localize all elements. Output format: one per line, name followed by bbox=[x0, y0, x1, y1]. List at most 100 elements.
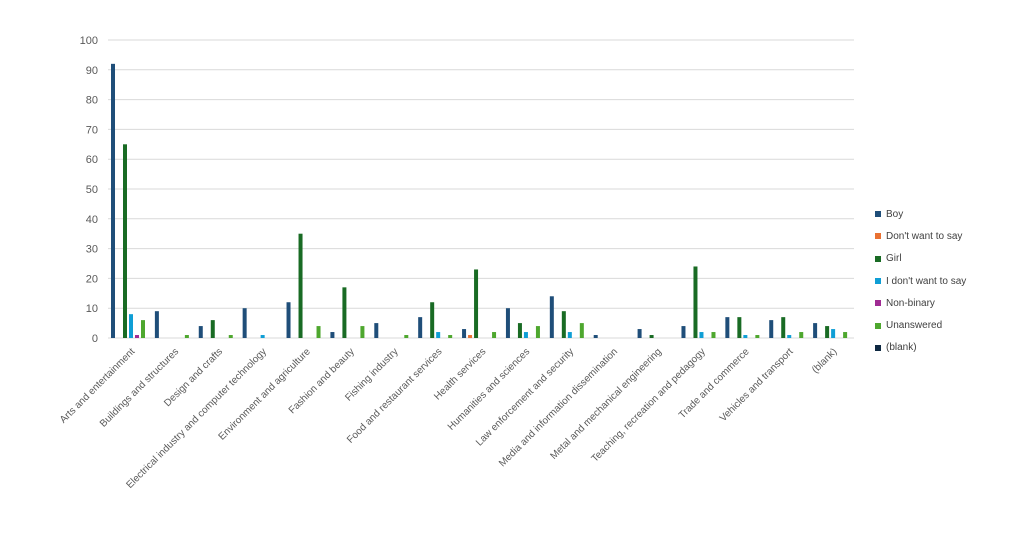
y-tick-label: 70 bbox=[86, 124, 98, 136]
legend-swatch bbox=[875, 322, 881, 329]
bar bbox=[535, 326, 540, 338]
bar bbox=[831, 329, 836, 338]
bar bbox=[523, 332, 528, 338]
bar bbox=[567, 332, 572, 338]
legend-item: Unanswered bbox=[875, 314, 1015, 336]
bars bbox=[111, 63, 848, 339]
bar bbox=[342, 287, 347, 338]
bar bbox=[505, 308, 510, 338]
bar bbox=[549, 296, 554, 338]
bar bbox=[781, 317, 786, 338]
bar bbox=[517, 323, 522, 338]
bar bbox=[154, 311, 159, 338]
bar bbox=[492, 332, 497, 338]
legend-swatch bbox=[875, 233, 881, 240]
bar bbox=[474, 269, 479, 338]
legend-item: (blank) bbox=[875, 337, 1015, 359]
y-tick-label: 90 bbox=[86, 65, 98, 77]
legend-swatch bbox=[875, 278, 881, 285]
x-category-label: Buildings and structures bbox=[98, 346, 181, 429]
legend-label: I don't want to say bbox=[886, 275, 967, 287]
bar bbox=[430, 302, 435, 338]
bar bbox=[468, 335, 473, 338]
bar bbox=[649, 335, 654, 338]
bar bbox=[418, 317, 423, 338]
legend: Boy Don't want to say Girl I don't want to … bbox=[875, 203, 1015, 359]
legend-label: Non-binary bbox=[886, 297, 935, 309]
bar bbox=[242, 308, 247, 338]
y-tick-label: 80 bbox=[86, 95, 98, 107]
y-tick-label: 60 bbox=[86, 154, 98, 166]
bar bbox=[737, 317, 742, 338]
y-tick-label: 40 bbox=[86, 214, 98, 226]
bar bbox=[184, 335, 189, 338]
bar bbox=[111, 63, 115, 339]
x-category-label: Food and restaurant services bbox=[345, 346, 444, 445]
bar bbox=[141, 320, 145, 338]
bar bbox=[228, 335, 233, 338]
legend-item: Non-binary bbox=[875, 292, 1015, 314]
bar bbox=[135, 335, 139, 338]
bar bbox=[825, 326, 830, 338]
bar bbox=[799, 332, 804, 338]
x-category-label: Environment and agriculture bbox=[217, 346, 314, 443]
bar bbox=[787, 335, 792, 338]
bar bbox=[843, 332, 848, 338]
bar bbox=[711, 332, 716, 338]
bar bbox=[561, 311, 566, 338]
grid-lines bbox=[108, 39, 854, 339]
bar bbox=[579, 323, 584, 338]
bar bbox=[260, 335, 265, 338]
y-tick-label: 100 bbox=[80, 35, 98, 47]
legend-label: Unanswered bbox=[886, 320, 943, 332]
y-axis-ticks: 0 10 20 30 40 50 60 70 80 90 100 bbox=[80, 35, 98, 345]
x-category-label: Humanities and sciences bbox=[446, 346, 532, 432]
legend-item: I don't want to say bbox=[875, 270, 1015, 292]
bar bbox=[725, 317, 730, 338]
legend-swatch bbox=[875, 344, 881, 351]
bar bbox=[462, 329, 467, 338]
bar bbox=[374, 323, 379, 338]
bar bbox=[743, 335, 748, 338]
x-category-label: Vehicles and transport bbox=[718, 346, 796, 424]
legend-swatch bbox=[875, 211, 881, 218]
bar bbox=[198, 326, 203, 338]
legend-label: Boy bbox=[886, 208, 904, 220]
legend-label: Don't want to say bbox=[886, 230, 963, 242]
x-category-label: (blank) bbox=[810, 346, 839, 375]
bar bbox=[286, 302, 291, 338]
bar bbox=[769, 320, 774, 338]
legend-swatch bbox=[875, 300, 881, 307]
bar bbox=[436, 332, 441, 338]
legend-swatch bbox=[875, 255, 881, 262]
legend-item: Boy bbox=[875, 203, 1015, 225]
legend-label: (blank) bbox=[886, 342, 917, 354]
bar bbox=[813, 323, 818, 338]
y-tick-label: 50 bbox=[86, 184, 98, 196]
bar bbox=[404, 335, 409, 338]
y-tick-label: 0 bbox=[92, 333, 98, 345]
bar bbox=[360, 326, 365, 338]
bar bbox=[593, 335, 598, 338]
legend-label: Girl bbox=[886, 253, 902, 265]
bar bbox=[699, 332, 704, 338]
bar bbox=[755, 335, 760, 338]
bar bbox=[330, 332, 335, 338]
bar bbox=[210, 320, 215, 338]
bar bbox=[637, 329, 642, 338]
bar bbox=[448, 335, 453, 338]
x-category-label: Arts and entertainment bbox=[58, 346, 137, 425]
legend-item: Girl bbox=[875, 248, 1015, 270]
legend-item: Don't want to say bbox=[875, 225, 1015, 247]
y-tick-label: 20 bbox=[86, 273, 98, 285]
bar bbox=[693, 266, 698, 338]
bar bbox=[681, 326, 686, 338]
y-tick-label: 30 bbox=[86, 244, 98, 256]
bar bbox=[316, 326, 321, 338]
bar bbox=[129, 314, 133, 338]
bar bbox=[123, 144, 127, 338]
y-tick-label: 10 bbox=[86, 303, 98, 315]
